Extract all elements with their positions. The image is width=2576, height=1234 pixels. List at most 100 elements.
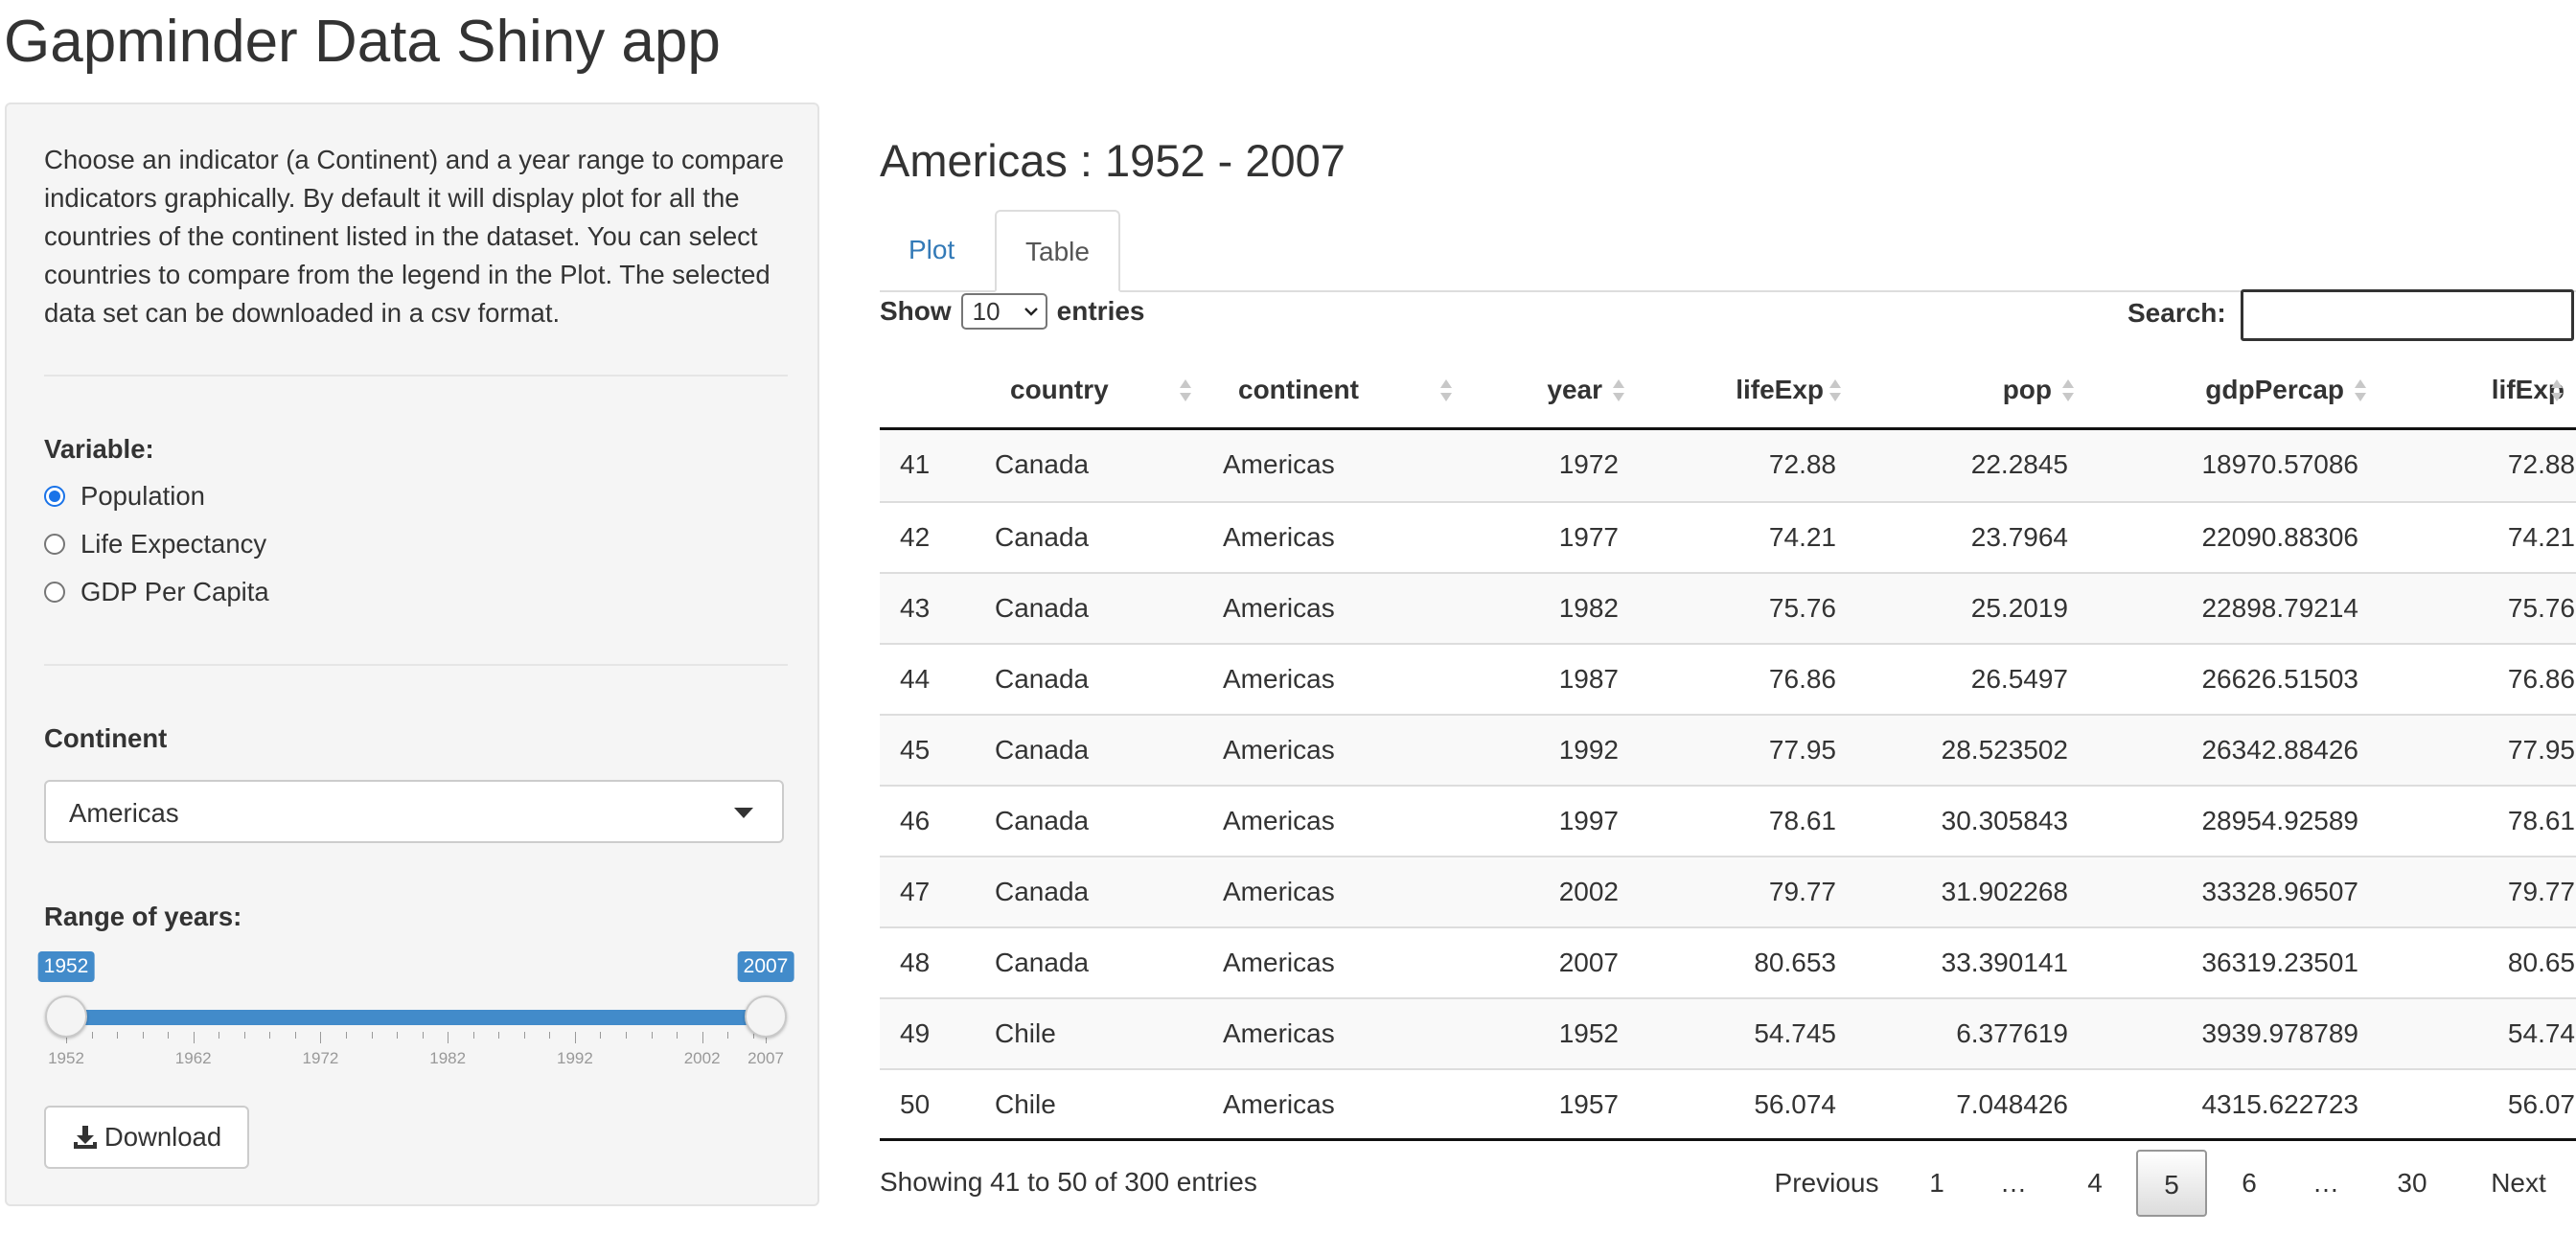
column-header-lifexp-2[interactable]: lifExp bbox=[2491, 375, 2564, 404]
table-row: 48 Canada Americas 2007 80.653 33.390141 36319… bbox=[880, 926, 2576, 997]
sort-icon[interactable] bbox=[2550, 377, 2564, 404]
radio-button[interactable] bbox=[44, 486, 65, 507]
column-header-continent[interactable]: continent bbox=[1238, 375, 1359, 404]
column-header-gdpPercap[interactable]: gdpPercap bbox=[2205, 375, 2344, 404]
slider-tick bbox=[549, 1032, 551, 1039]
table-cell-row-index: 49 bbox=[900, 1018, 931, 1048]
search-input[interactable] bbox=[2241, 289, 2574, 341]
table-cell-lifexp-2: 56.07 bbox=[2507, 1089, 2575, 1119]
radio-life-expectancy[interactable]: Life Expectancy bbox=[44, 525, 266, 563]
table-cell-year: 1952 bbox=[1558, 1018, 1619, 1048]
table-cell-year: 1997 bbox=[1558, 806, 1619, 835]
pagination-page-4[interactable]: 4 bbox=[2087, 1168, 2103, 1198]
table-cell-pop: 23.7964 bbox=[1970, 522, 2068, 552]
app-title: Gapminder Data Shiny app bbox=[4, 9, 721, 75]
table-cell-row-index: 45 bbox=[900, 735, 931, 765]
data-table: country continent year lifeExp pop gdpPercap l… bbox=[880, 353, 2576, 1142]
table-cell-lifexp-2: 80.65 bbox=[2507, 948, 2575, 977]
table-cell-pop: 33.390141 bbox=[1941, 948, 2068, 977]
table-cell-lifeExp: 80.653 bbox=[1754, 948, 1836, 977]
table-cell-row-index: 41 bbox=[900, 449, 931, 479]
table-cell-country: Canada bbox=[995, 735, 1090, 765]
radio-label: Population bbox=[80, 481, 205, 511]
continent-label: Continent bbox=[44, 723, 168, 753]
table-cell-row-index: 48 bbox=[900, 948, 931, 977]
table-info: Showing 41 to 50 of 300 entries bbox=[880, 1167, 1257, 1197]
radio-gdp-per-capita[interactable]: GDP Per Capita bbox=[44, 573, 269, 611]
table-cell-year: 2002 bbox=[1558, 877, 1619, 906]
slider-handle-to[interactable] bbox=[745, 995, 787, 1038]
entries-length-select[interactable]: 10 bbox=[960, 293, 1047, 330]
slider-handle-from[interactable] bbox=[45, 995, 87, 1038]
table-cell-year: 1992 bbox=[1558, 735, 1619, 765]
table-cell-gdpPercap: 18970.57086 bbox=[2201, 449, 2358, 479]
table-cell-lifeExp: 79.77 bbox=[1768, 877, 1836, 906]
slider-tick-label: 2007 bbox=[748, 1049, 784, 1067]
variable-label: Variable: bbox=[44, 434, 154, 464]
slider-from-value: 1952 bbox=[37, 951, 95, 982]
divider bbox=[44, 375, 788, 377]
sort-icon[interactable] bbox=[1179, 377, 1192, 404]
pagination-page-30[interactable]: 30 bbox=[2397, 1168, 2427, 1198]
pagination-ellipsis: … bbox=[2312, 1168, 2339, 1198]
table-cell-continent: Americas bbox=[1223, 1089, 1335, 1119]
table-cell-country: Canada bbox=[995, 522, 1090, 552]
slider-tick bbox=[91, 1032, 93, 1039]
pagination-page-1[interactable]: 1 bbox=[1929, 1168, 1944, 1198]
pagination-next[interactable]: Next bbox=[2491, 1168, 2546, 1198]
table-cell-lifexp-2: 77.95 bbox=[2507, 735, 2575, 765]
slider-tick bbox=[142, 1032, 144, 1039]
table-cell-gdpPercap: 22090.88306 bbox=[2201, 522, 2358, 552]
sort-icon[interactable] bbox=[1439, 377, 1453, 404]
download-label: Download bbox=[104, 1122, 222, 1152]
table-cell-country: Canada bbox=[995, 948, 1090, 977]
table-cell-row-index: 46 bbox=[900, 806, 931, 835]
slider-selected-range[interactable] bbox=[66, 1010, 766, 1025]
slider-tick bbox=[294, 1032, 296, 1039]
table-cell-lifexp-2: 76.86 bbox=[2507, 664, 2575, 694]
table-cell-pop: 7.048426 bbox=[1956, 1089, 2068, 1119]
column-header-lifeExp[interactable]: lifeExp bbox=[1736, 375, 1824, 404]
table-cell-gdpPercap: 33328.96507 bbox=[2201, 877, 2358, 906]
table-cell-lifeExp: 54.745 bbox=[1754, 1018, 1836, 1048]
table-cell-pop: 31.902268 bbox=[1941, 877, 2068, 906]
table-cell-continent: Americas bbox=[1223, 806, 1335, 835]
column-header-country[interactable]: country bbox=[1010, 375, 1109, 404]
sort-icon[interactable] bbox=[1828, 377, 1842, 404]
pagination-page-6[interactable]: 6 bbox=[2242, 1168, 2257, 1198]
continent-select[interactable]: Americas bbox=[44, 780, 784, 843]
main-title: Americas : 1952 - 2007 bbox=[880, 135, 1346, 186]
table-row: 41 Canada Americas 1972 72.88 22.2845 18970.57… bbox=[880, 430, 2576, 501]
slider-tick-label: 1982 bbox=[429, 1049, 467, 1067]
search-label: Search: bbox=[2128, 298, 2226, 328]
table-cell-lifeExp: 56.074 bbox=[1754, 1089, 1836, 1119]
sort-icon[interactable] bbox=[1612, 377, 1625, 404]
radio-button[interactable] bbox=[44, 534, 65, 555]
pagination-previous[interactable]: Previous bbox=[1774, 1168, 1879, 1198]
slider-tick bbox=[193, 1032, 195, 1043]
year-range-slider[interactable]: 1952 1962 1972 1982 1992 2002 2007 1952 2007 bbox=[7, 951, 821, 1067]
table-cell-lifexp-2: 78.61 bbox=[2507, 806, 2575, 835]
table-cell-gdpPercap: 36319.23501 bbox=[2201, 948, 2358, 977]
sort-icon[interactable] bbox=[2061, 377, 2075, 404]
tab-plot[interactable]: Plot bbox=[908, 235, 955, 264]
slider-tick bbox=[702, 1032, 703, 1043]
slider-tick-label: 1962 bbox=[174, 1049, 212, 1067]
column-header-pop[interactable]: pop bbox=[2002, 375, 2052, 404]
radio-population[interactable]: Population bbox=[44, 477, 205, 515]
slider-tick-label: 2002 bbox=[683, 1049, 721, 1067]
sort-icon[interactable] bbox=[2354, 377, 2367, 404]
slider-tick bbox=[523, 1032, 525, 1039]
column-header-year[interactable]: year bbox=[1547, 375, 1602, 404]
download-button[interactable]: Download bbox=[44, 1106, 249, 1169]
slider-tick bbox=[498, 1032, 500, 1039]
pagination-page-5[interactable]: 5 bbox=[2136, 1150, 2207, 1217]
table-cell-gdpPercap: 3939.978789 bbox=[2201, 1018, 2358, 1048]
table-cell-row-index: 43 bbox=[900, 593, 931, 623]
tab-table[interactable]: Table bbox=[995, 210, 1120, 292]
radio-label: Life Expectancy bbox=[80, 529, 267, 559]
slider-tick bbox=[243, 1032, 245, 1039]
radio-button[interactable] bbox=[44, 582, 65, 603]
slider-tick-label: 1992 bbox=[556, 1049, 593, 1067]
table-cell-country: Canada bbox=[995, 877, 1090, 906]
